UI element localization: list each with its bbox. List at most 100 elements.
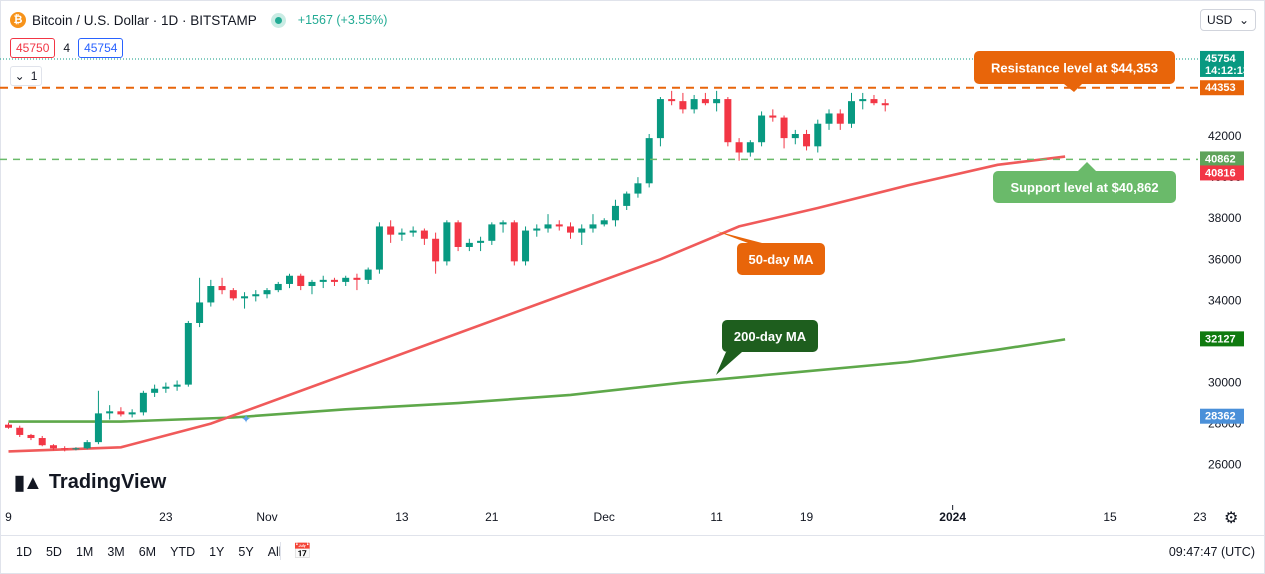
candle-body	[353, 277, 361, 280]
callout-tail	[716, 352, 742, 375]
range-all[interactable]: All	[267, 545, 282, 559]
price-tag-label: 44353	[1205, 82, 1236, 94]
logo-text: TradingView	[48, 471, 167, 493]
candle-body	[173, 384, 181, 387]
x-tick-label: 11	[710, 510, 723, 524]
time-range-tabs: 1D 5D 1M 3M 6M YTD 1Y 5Y All	[16, 545, 296, 559]
candle-body	[27, 434, 35, 439]
range-5y[interactable]: 5Y	[238, 545, 254, 559]
candle-body	[319, 279, 327, 282]
candle-body	[420, 230, 428, 239]
price-tag-time: 14:12:13	[1205, 65, 1249, 77]
candle-body	[825, 113, 833, 124]
bitcoin-icon: ₿	[10, 12, 26, 28]
tradingview-logo[interactable]: ▮▲ TradingView	[14, 470, 166, 495]
market-status-icon[interactable]	[274, 16, 282, 24]
range-ytd[interactable]: YTD	[170, 545, 196, 559]
x-tick-label: 23	[1193, 510, 1207, 524]
candle-body	[297, 275, 305, 287]
ask-price-button[interactable]: 45754	[78, 38, 124, 58]
range-1d[interactable]: 1D	[16, 545, 32, 559]
candle-body	[207, 286, 215, 303]
candle-body	[72, 448, 80, 450]
candle-body	[600, 220, 608, 225]
chevron-down-icon: ⌄	[14, 69, 25, 83]
price-tag-label: 40816	[1205, 167, 1236, 179]
candle-body	[330, 279, 338, 282]
candle-body	[94, 413, 102, 443]
price-tag-label: 45754	[1205, 53, 1236, 65]
range-1m[interactable]: 1M	[75, 545, 94, 559]
range-6m[interactable]: 6M	[138, 545, 157, 559]
range-3m[interactable]: 3M	[107, 545, 125, 559]
candle-body	[139, 392, 147, 413]
candle-body	[342, 277, 350, 282]
candle-body	[16, 427, 24, 435]
candle-body	[432, 238, 440, 262]
candle-body	[668, 99, 676, 102]
price-tag	[1200, 408, 1244, 424]
symbol-header[interactable]: ₿ Bitcoin / U.S. Dollar · 1D · BITSTAMP …	[10, 10, 387, 30]
tradingview-logo-icon: ▮▲	[14, 472, 43, 494]
candle-body	[522, 230, 530, 262]
currency-select[interactable]: USD ⌄	[1200, 9, 1256, 31]
price-tag	[1200, 165, 1244, 181]
candle-body	[196, 302, 204, 323]
callout-box	[974, 51, 1175, 84]
candle-body	[83, 442, 91, 449]
x-tick-label: 2024	[939, 510, 966, 524]
currency-label: USD	[1207, 13, 1233, 27]
candle-body	[184, 322, 192, 385]
x-tick-label: 23	[159, 510, 173, 524]
moving-average-layer: ✦	[8, 155, 1066, 453]
symbol-title[interactable]: Bitcoin / U.S. Dollar · 1D · BITSTAMP	[32, 12, 257, 28]
ma-50-line	[8, 155, 1066, 453]
candle-body	[398, 232, 406, 235]
quote-boxes: 45750 4 45754	[10, 38, 124, 58]
candle-body	[578, 228, 586, 233]
candle-body	[623, 193, 631, 206]
candle-body	[61, 448, 69, 450]
candle-body	[634, 183, 642, 194]
x-tick-label: Dec	[594, 510, 615, 524]
level-lines	[0, 58, 1198, 161]
candle-body	[252, 294, 260, 297]
settings-icon[interactable]: ⚙	[1224, 510, 1239, 527]
candle-body	[803, 134, 811, 147]
candle-body	[38, 438, 46, 446]
resistance-callout: Resistance level at $44,353	[974, 51, 1175, 92]
candle-body	[375, 226, 383, 270]
candle-body	[859, 99, 867, 102]
callout-tail	[1064, 84, 1082, 92]
price-tag	[1200, 331, 1244, 347]
candle-body	[611, 205, 619, 221]
callout-tail	[716, 231, 762, 243]
x-tick-label: 15	[1103, 510, 1117, 524]
utc-clock[interactable]: 09:47:47 (UTC)	[1168, 545, 1255, 559]
chart-canvas[interactable]: ✦ 26000280003000032000340003600038000400…	[0, 0, 1265, 534]
support-callout: Support level at $40,862	[993, 162, 1176, 203]
price-tag	[1200, 50, 1244, 77]
bid-price-button[interactable]: 45750	[10, 38, 56, 58]
candle-body	[780, 117, 788, 139]
y-tick-label: 26000	[1208, 458, 1242, 472]
range-1y[interactable]: 1Y	[209, 545, 225, 559]
x-tick-label: 9	[5, 510, 12, 524]
candle-body	[151, 388, 159, 393]
candle-body	[454, 222, 462, 247]
candle-body	[364, 269, 372, 280]
candle-body	[533, 228, 541, 231]
indicators-toggle-button[interactable]: ⌄ 1	[10, 66, 42, 86]
candle-body	[645, 138, 653, 184]
candle-body	[162, 386, 170, 389]
candle-body	[848, 101, 855, 124]
spread-value: 4	[63, 41, 71, 55]
range-5d[interactable]: 5D	[45, 545, 62, 559]
callout-tail	[1078, 162, 1096, 171]
annotations: Resistance level at $44,353 Support level…	[716, 51, 1176, 375]
candle-body	[701, 99, 709, 104]
callout-box	[993, 171, 1176, 203]
calendar-icon[interactable]: 📅	[293, 543, 312, 560]
candle-body	[263, 290, 271, 295]
x-tick-label: Nov	[256, 510, 277, 524]
